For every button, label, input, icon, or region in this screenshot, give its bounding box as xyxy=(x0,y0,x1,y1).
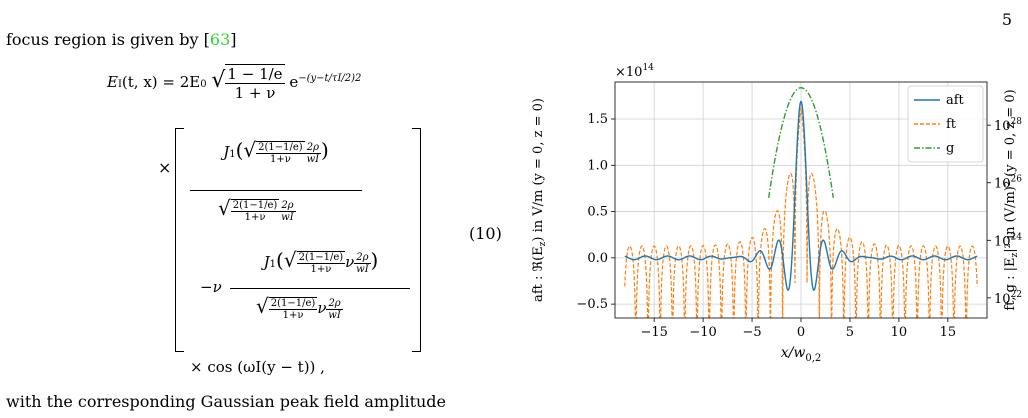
y-left-tick-label-1: 0.0 xyxy=(587,251,608,266)
times-sign: × xyxy=(158,158,172,177)
left-bracket xyxy=(175,128,184,352)
y-right-tick-label-1: 1024 xyxy=(994,232,1022,249)
x-tick-label-4: 5 xyxy=(846,325,854,340)
y-left-tick-label-3: 1.0 xyxy=(587,158,608,173)
y-left-tick-label-0: −0.5 xyxy=(576,297,608,312)
legend-label-aft: aft xyxy=(946,93,965,108)
intro-close: ] xyxy=(230,30,237,49)
legend-label-ft: ft xyxy=(946,117,957,132)
first-j1-numerator: J1(√ 2(1−1/e) 1+ν 2ρ wI) xyxy=(223,138,329,165)
x-tick-label-2: −5 xyxy=(742,325,761,340)
x-tick-label-3: 0 xyxy=(797,325,805,340)
x-axis-label: x/w0,2 xyxy=(781,345,822,364)
y-right-ticks: 1022 1024 1026 1028 xyxy=(987,117,1022,307)
x-tick-label-1: −10 xyxy=(689,325,716,340)
first-denominator: √ 2(1−1/e) 1+ν 2ρ wI xyxy=(218,196,296,223)
y-left-tick-label-2: 0.5 xyxy=(587,205,608,220)
y-left-axis-label: aft : ℜ(Ez) in V/m (y = 0, z = 0) xyxy=(531,98,548,302)
intro-paragraph: focus region is given by [63] xyxy=(6,30,237,49)
first-fraction-bar xyxy=(190,190,362,191)
right-bracket xyxy=(412,128,421,352)
y-left-ticks: −0.5 0.0 0.5 1.0 1.5 xyxy=(576,112,615,312)
equation-line-1: EI(t, x) = 2E0 √ 1 − 1/e 1 + ν e−(y−t/τI/2… xyxy=(107,64,362,102)
second-fraction-bar xyxy=(230,288,410,289)
series-ft-line xyxy=(624,107,978,318)
intro-text: focus region is given by [ xyxy=(6,30,210,49)
page-number: 5 xyxy=(1001,10,1012,29)
second-denominator: √ 2(1−1/e) 1+ν ν 2ρ wI xyxy=(256,294,343,321)
chart-curves xyxy=(624,87,978,318)
second-j1-numerator: J1(√ 2(1−1/e) 1+ν ν 2ρ wI) xyxy=(263,248,379,275)
chart-grid xyxy=(615,82,987,318)
citation-link[interactable]: 63 xyxy=(209,30,231,49)
y-right-tick-label-3: 1028 xyxy=(994,117,1022,134)
chart-legend: aft ft g xyxy=(907,85,984,163)
minus-nu: −ν xyxy=(200,278,222,296)
equation-10: EI(t, x) = 2E0 √ 1 − 1/e 1 + ν e−(y−t/τI/2… xyxy=(0,0,500,390)
x-tick-label-6: 15 xyxy=(940,325,957,340)
legend-label-g: g xyxy=(946,141,954,156)
cos-term: × cos (ωI(y − t)) , xyxy=(190,358,325,376)
x-tick-label-0: −15 xyxy=(640,325,667,340)
y-left-tick-label-4: 1.5 xyxy=(587,112,608,127)
y-right-tick-label-0: 1022 xyxy=(994,290,1022,307)
offset-text: ×1014 xyxy=(615,63,654,80)
x-ticks: −15 −10 −5 0 5 10 15 xyxy=(640,318,956,340)
x-tick-label-5: 10 xyxy=(891,325,908,340)
series-g-line xyxy=(767,87,835,198)
y-right-axis-label: ft, g : |Ez|² in (V/m)² (y = 0, z = 0) xyxy=(1003,89,1020,310)
series-aft-line xyxy=(624,100,978,291)
field-profile-chart: −15 −10 −5 0 5 10 15 −0.5 0.0 0.5 1.0 1.5 1022 1024… xyxy=(531,63,1022,364)
outro-text: with the corresponding Gaussian peak fie… xyxy=(6,392,447,411)
y-right-tick-label-2: 1026 xyxy=(994,175,1022,192)
equation-number: (10) xyxy=(469,224,502,243)
